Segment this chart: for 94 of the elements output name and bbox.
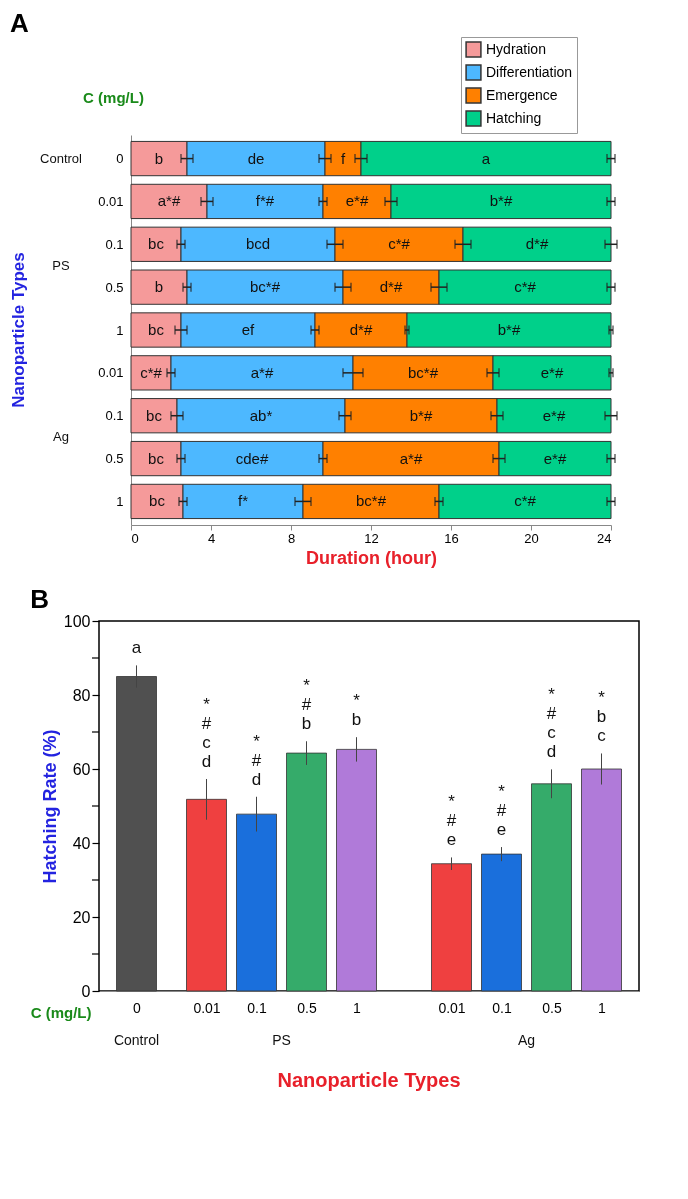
data-label: * b c	[596, 688, 607, 746]
y-tick-label: 40	[72, 834, 91, 852]
data-label: f	[340, 149, 346, 167]
data-label: * b	[351, 691, 362, 730]
data-label: e*#	[542, 406, 566, 424]
data-label: b*#	[409, 406, 433, 424]
data-label: * # c d	[546, 685, 557, 762]
legend-label: Hydration	[486, 40, 546, 57]
data-label: bc*#	[407, 363, 439, 381]
y-tick-label: 80	[72, 686, 91, 704]
x-axis-title: Duration (hour)	[306, 547, 437, 568]
data-label: b*#	[497, 321, 521, 338]
x-tick-label: 0.01	[438, 999, 466, 1016]
text: PS	[272, 1032, 291, 1048]
y-axis-title: Nanoparticle Types	[9, 252, 28, 408]
legend-label: Differentiation	[486, 63, 573, 80]
text: Ag	[53, 429, 69, 445]
y-tick-label: 0.1	[105, 408, 124, 424]
data-label: cde#	[235, 449, 269, 467]
data-label: d*#	[525, 235, 549, 253]
data-label: d*#	[349, 321, 373, 338]
data-label: a	[131, 638, 142, 658]
data-label: bc*#	[249, 278, 281, 296]
data-label: c*#	[514, 278, 537, 296]
x-tick-label: 0	[133, 999, 142, 1016]
y-tick-label: 100	[63, 612, 91, 630]
data-label: bc	[149, 492, 166, 510]
y-tick-label: 0.5	[105, 451, 124, 467]
y-tick-label: 1	[116, 493, 124, 509]
text: PS	[52, 257, 70, 273]
y-tick-label: 0.01	[98, 193, 124, 209]
data-label: * # e	[446, 792, 457, 850]
x-tick-label: 0	[131, 530, 139, 546]
y-axis-title: Hatching Rate (%)	[39, 729, 60, 884]
data-label: de	[247, 149, 265, 167]
text: Ag	[517, 1032, 536, 1048]
text: C (mg/L)	[30, 1003, 92, 1021]
legend-label: Hatching	[486, 109, 542, 126]
x-tick-label: 16	[444, 530, 459, 546]
x-tick-label: 0.1	[247, 999, 267, 1016]
y-tick-label: 0.5	[105, 279, 124, 295]
data-label: e*#	[540, 363, 564, 381]
data-label: bc	[148, 449, 165, 467]
data-label: bc	[148, 235, 165, 253]
x-tick-label: 20	[524, 530, 539, 546]
y-tick-label: 0.01	[98, 365, 124, 381]
data-label: d*#	[379, 278, 403, 296]
x-tick-label: 1	[598, 999, 607, 1016]
data-label: e*#	[543, 449, 567, 467]
text: C (mg/L)	[83, 88, 144, 106]
chart-title: A	[10, 7, 29, 38]
x-tick-label: 8	[287, 530, 296, 546]
data-label: b	[154, 149, 164, 167]
text: Control	[40, 150, 83, 166]
data-label: c*#	[140, 363, 163, 381]
data-label: f*#	[255, 192, 275, 210]
data-label: * # d	[251, 731, 262, 789]
x-tick-label: 12	[364, 530, 379, 546]
data-label: c*#	[514, 492, 537, 510]
data-label: ab*	[249, 406, 273, 424]
legend-label: Emergence	[486, 86, 558, 103]
chart-title: B	[30, 584, 49, 614]
x-tick-label: 1	[353, 999, 362, 1016]
data-label: a	[481, 149, 491, 167]
data-label: bc	[146, 406, 163, 424]
data-label: * # e	[496, 782, 507, 840]
data-label: bc	[148, 321, 165, 338]
y-tick-label: 0	[116, 151, 124, 167]
data-label: f*	[237, 492, 249, 510]
data-label: * # b	[301, 676, 312, 734]
data-label: bcd	[245, 235, 271, 253]
text: Control	[113, 1032, 160, 1048]
x-tick-label: 4	[207, 530, 216, 546]
data-label: b	[154, 278, 164, 296]
x-tick-label: 0.01	[193, 999, 221, 1016]
data-label: e*#	[345, 192, 369, 210]
x-tick-label: 0.1	[492, 999, 512, 1016]
data-label: b*#	[489, 192, 513, 210]
data-label: a*#	[250, 363, 274, 381]
y-tick-label: 0.1	[105, 236, 124, 252]
data-label: bc*#	[355, 492, 387, 510]
data-label: ef	[241, 321, 256, 338]
y-tick-label: 60	[72, 760, 91, 778]
x-axis-title: Nanoparticle Types	[277, 1069, 461, 1091]
data-label: * # c d	[201, 694, 212, 771]
y-tick-label: 1	[116, 322, 124, 338]
x-tick-label: 0.5	[297, 999, 317, 1016]
data-label: a*#	[157, 192, 181, 210]
y-tick-label: 0	[81, 982, 91, 1000]
data-label: a*#	[399, 449, 423, 467]
x-tick-label: 24	[597, 530, 612, 546]
x-tick-label: 0.5	[542, 999, 562, 1016]
y-tick-label: 20	[72, 908, 91, 926]
data-label: c*#	[388, 235, 411, 253]
